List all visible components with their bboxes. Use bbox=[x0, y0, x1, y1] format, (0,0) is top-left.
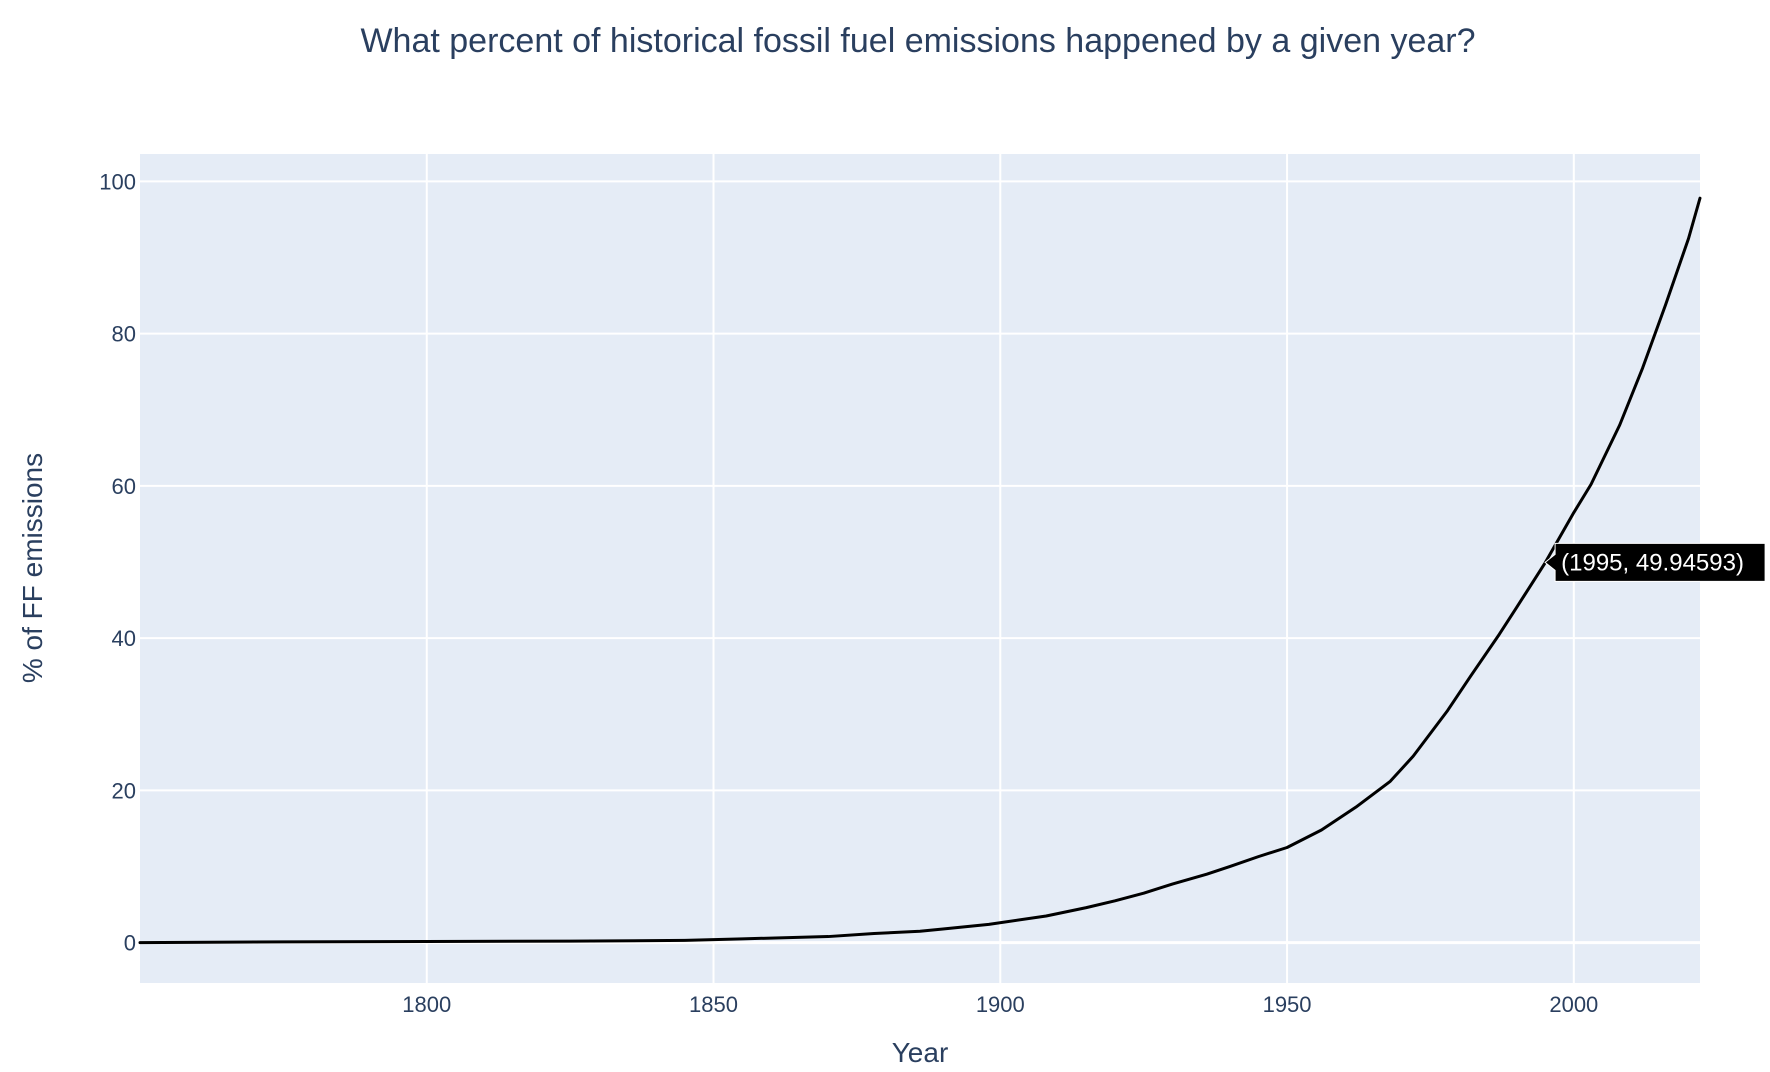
x-tick-label: 2000 bbox=[1549, 992, 1598, 1017]
x-axis-title: Year bbox=[892, 1037, 949, 1068]
y-tick-label: 20 bbox=[112, 778, 136, 803]
x-tick-label: 1900 bbox=[976, 992, 1025, 1017]
x-tick-label: 1800 bbox=[402, 992, 451, 1017]
tick-labels: 1800 1850 1900 1950 2000 0 20 40 60 80 100 bbox=[99, 169, 1598, 1017]
hover-label-text: (1995, 49.94593) bbox=[1561, 549, 1744, 576]
chart-title: What percent of historical fossil fuel e… bbox=[360, 22, 1475, 60]
x-tick-label: 1950 bbox=[1263, 992, 1312, 1017]
y-tick-label: 60 bbox=[112, 474, 136, 499]
plot-background bbox=[140, 154, 1700, 983]
hover-label-box bbox=[1544, 542, 1766, 582]
series-line[interactable] bbox=[138, 196, 1702, 945]
y-tick-label: 0 bbox=[124, 931, 136, 956]
hover-tooltip: (1995, 49.94593) bbox=[1544, 542, 1766, 582]
y-axis-title: % of FF emissions bbox=[17, 453, 48, 683]
y-tick-label: 40 bbox=[112, 626, 136, 651]
y-tick-label: 100 bbox=[99, 169, 136, 194]
x-tick-label: 1850 bbox=[689, 992, 738, 1017]
y-tick-label: 80 bbox=[112, 322, 136, 347]
